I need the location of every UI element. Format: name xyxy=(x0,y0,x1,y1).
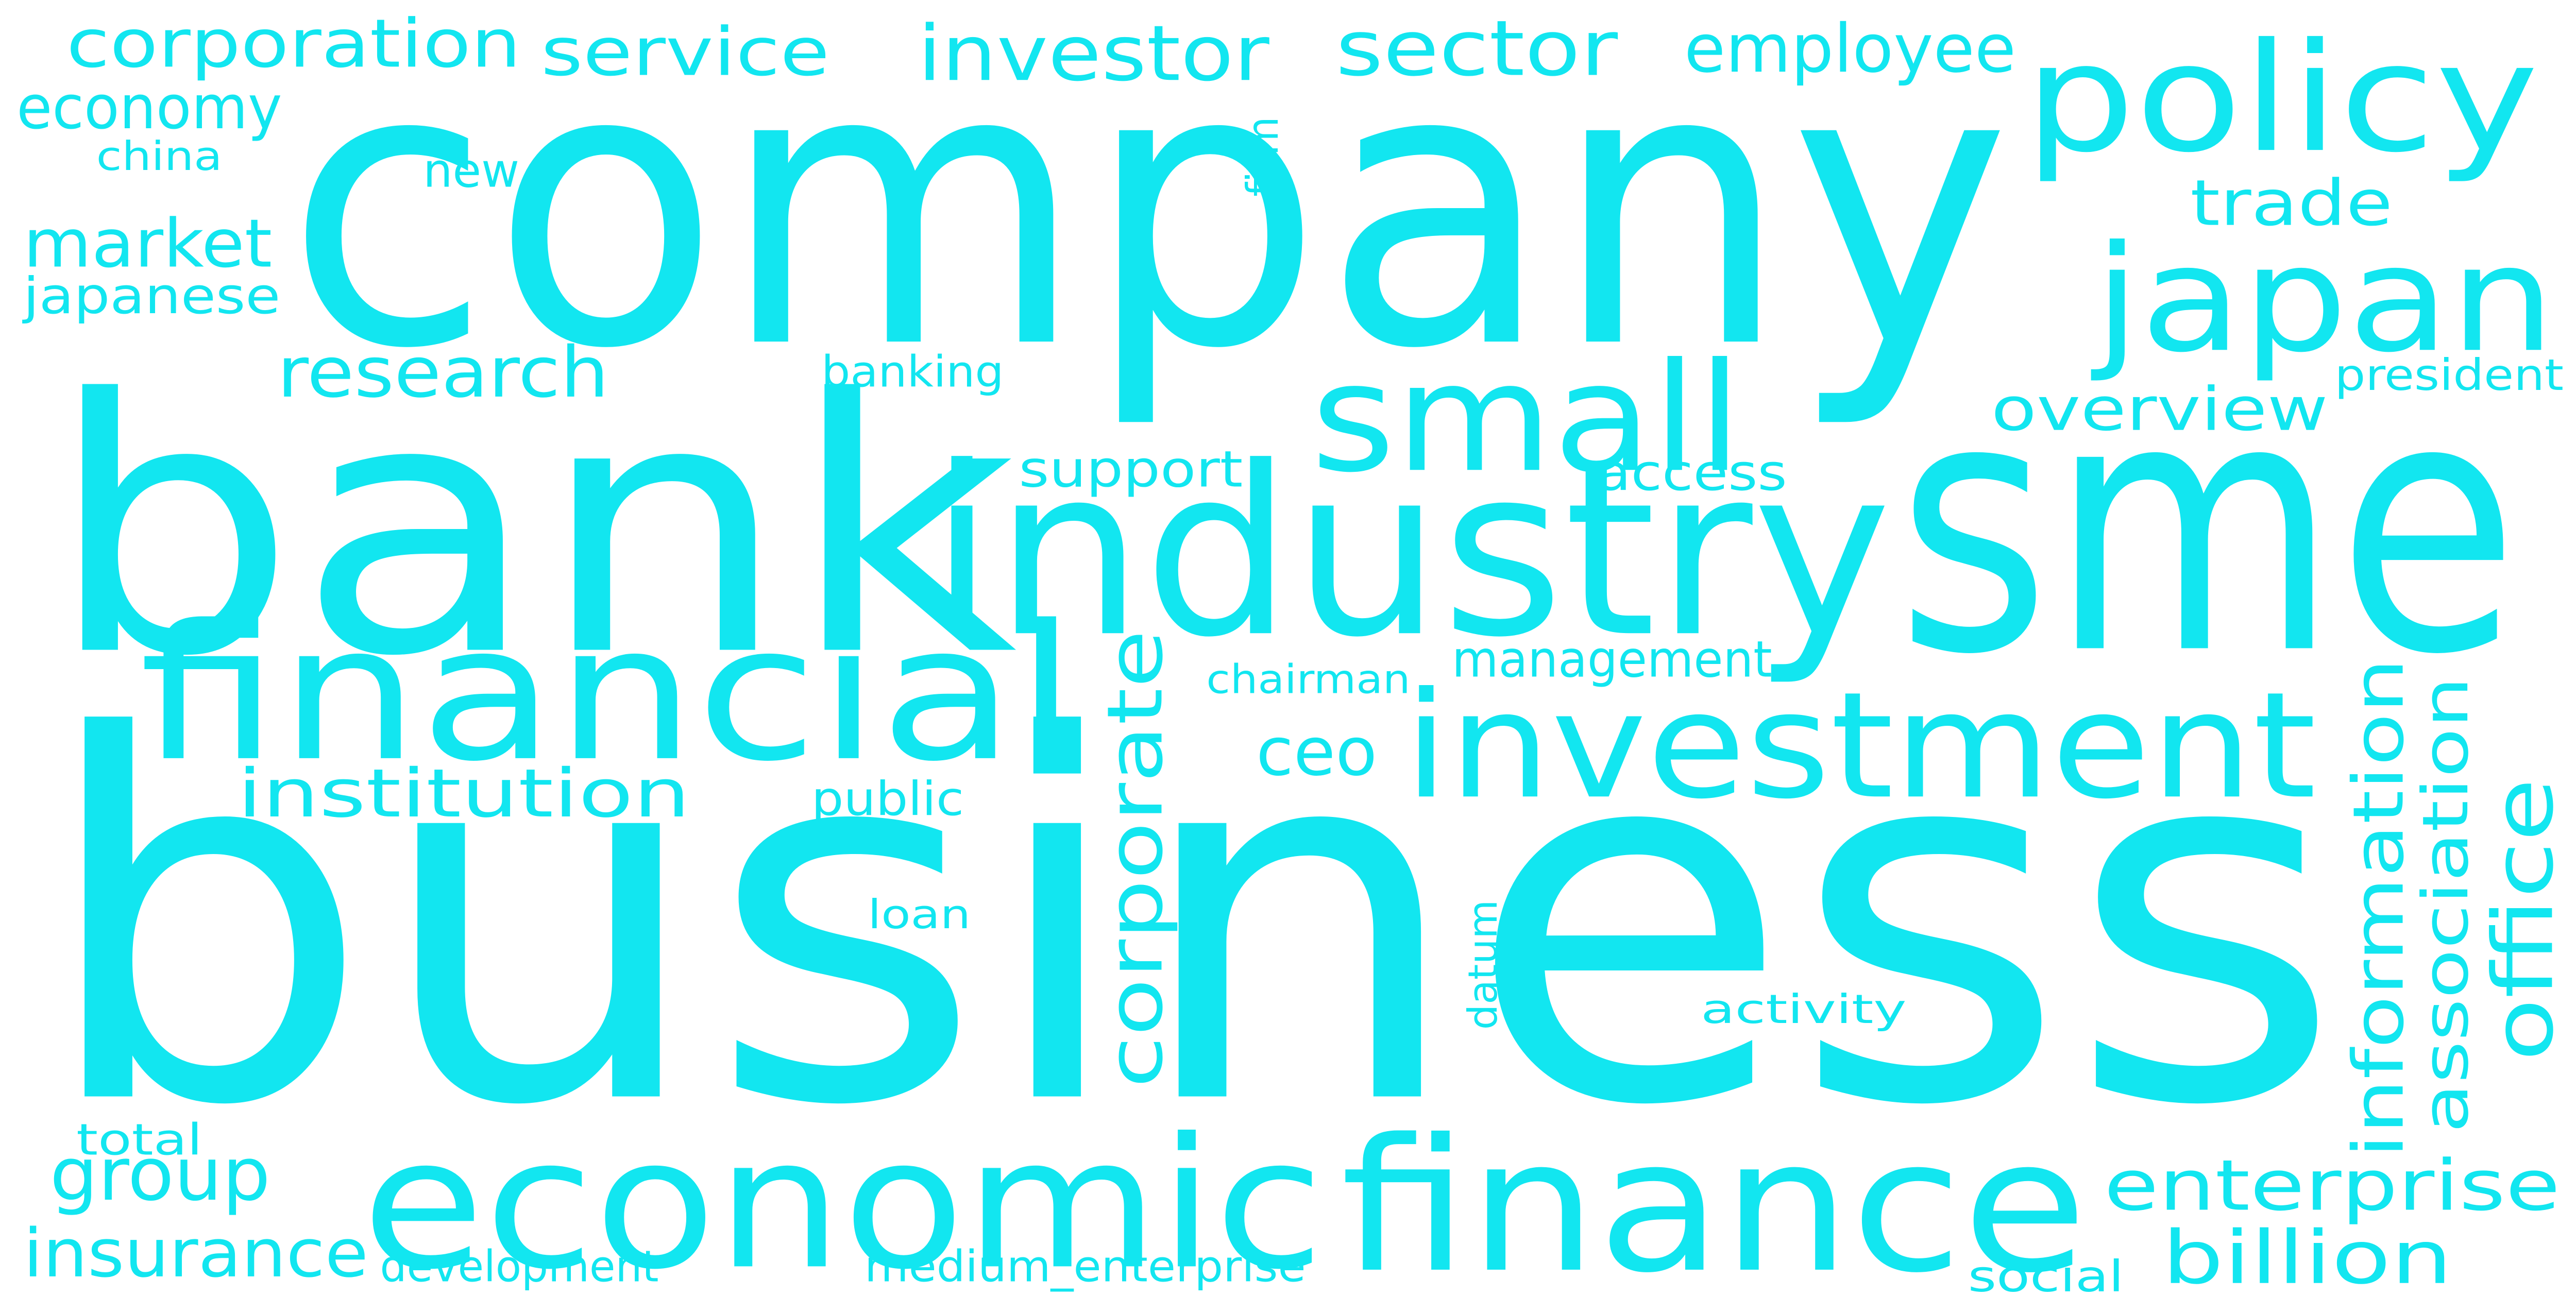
word-group: group xyxy=(50,1132,270,1217)
word-social: social xyxy=(1968,1251,2124,1302)
word-business: business xyxy=(37,633,2343,1215)
word-china: china xyxy=(96,133,223,180)
word-banking: banking xyxy=(821,346,1004,397)
word-financial: financial xyxy=(140,585,1077,803)
word-new: new xyxy=(423,144,519,198)
word-service: service xyxy=(541,13,829,91)
word-access: access xyxy=(1596,444,1787,502)
word-firm: firm xyxy=(1238,116,1288,196)
word-billion: billion xyxy=(2162,1215,2453,1300)
word-datum: datum xyxy=(1460,900,1506,1030)
word-japanese: japanese xyxy=(22,267,280,325)
word-trade: trade xyxy=(2190,166,2393,240)
word-chairman: chairman xyxy=(1206,657,1410,703)
word-japan: japan xyxy=(2089,214,2555,385)
word-activity: activity xyxy=(1701,986,1906,1033)
word-investment: investment xyxy=(1404,660,2316,831)
word-association: association xyxy=(2409,676,2482,1133)
word-office: office xyxy=(2476,778,2572,1062)
word-investor: investor xyxy=(918,9,1270,98)
word-president: president xyxy=(2334,350,2563,400)
word-institution: institution xyxy=(238,755,690,832)
word-corporate: corporate xyxy=(1091,630,1180,1088)
word-small: small xyxy=(1311,331,1742,506)
word-employee: employee xyxy=(1684,10,2016,88)
word-public: public xyxy=(811,772,964,826)
word-company: company xyxy=(285,0,2011,433)
word-policy: policy xyxy=(2024,11,2538,186)
word-overview: overview xyxy=(1991,374,2328,444)
word-research: research xyxy=(277,332,609,413)
word-enterprise: enterprise xyxy=(2104,1145,2561,1226)
word-ceo: ceo xyxy=(1256,713,1377,791)
word-economy: economy xyxy=(16,73,282,143)
word-sme: sme xyxy=(1896,323,2519,731)
word-medium-enterprise: medium_enterprise xyxy=(865,1241,1306,1291)
word-group: business company bank sme industry finan… xyxy=(16,0,2572,1313)
word-support: support xyxy=(1019,440,1243,498)
word-sector: sector xyxy=(1336,4,1619,93)
word-industry: industry xyxy=(929,417,1892,688)
word-insurance: insurance xyxy=(23,1215,368,1292)
word-loan: loan xyxy=(868,892,971,938)
word-information: information xyxy=(2338,658,2419,1158)
word-market: market xyxy=(23,205,272,282)
word-economic: economic xyxy=(362,1100,1324,1309)
word-finance: finance xyxy=(1341,1099,2087,1313)
word-total: total xyxy=(76,1115,202,1165)
word-bank: bank xyxy=(46,325,1017,732)
word-management: management xyxy=(1452,630,1772,688)
word-corporation: corporation xyxy=(66,5,521,82)
word-development: development xyxy=(380,1241,659,1291)
